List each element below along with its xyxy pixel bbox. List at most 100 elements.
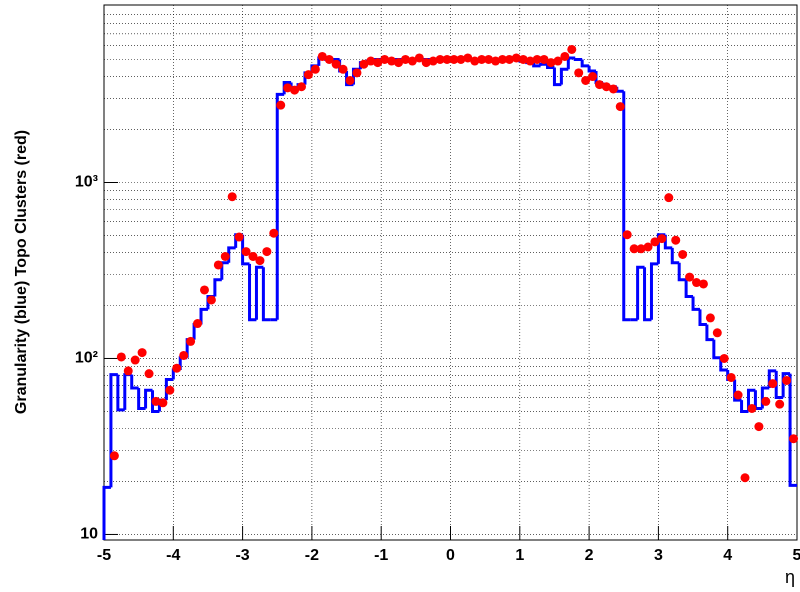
data-point — [186, 336, 196, 346]
data-point — [324, 54, 334, 64]
data-point — [310, 64, 320, 74]
histogram-bin — [733, 379, 742, 402]
data-point — [491, 56, 501, 66]
x-tick-label: 4 — [723, 547, 732, 564]
histogram-bin — [275, 92, 285, 320]
histogram-bin — [622, 91, 631, 322]
data-point — [283, 83, 293, 93]
data-point — [248, 251, 258, 261]
data-point — [511, 53, 521, 63]
histogram-bin — [649, 262, 659, 320]
data-point — [331, 59, 341, 69]
data-point — [615, 102, 625, 112]
x-tick-label: -1 — [374, 547, 388, 564]
histogram-bin — [130, 374, 139, 390]
data-point — [400, 54, 410, 64]
data-point — [775, 399, 785, 409]
data-point — [678, 249, 688, 259]
histogram-bin — [109, 373, 118, 488]
histogram-bin — [261, 267, 271, 322]
data-point — [255, 256, 265, 266]
data-point — [199, 285, 209, 295]
data-point — [622, 230, 632, 240]
histogram-bin — [677, 262, 687, 282]
data-point — [733, 390, 743, 400]
data-point — [726, 372, 736, 382]
data-point — [234, 232, 244, 242]
histogram-bin — [705, 324, 714, 342]
data-point — [151, 396, 161, 406]
plot-frame — [103, 4, 798, 541]
x-tick-label: 3 — [654, 547, 663, 564]
data-point — [387, 56, 397, 66]
histogram-bin — [781, 372, 791, 398]
data-point — [594, 80, 604, 90]
data-point — [789, 434, 799, 444]
data-point — [269, 228, 279, 238]
data-point — [123, 366, 133, 376]
data-point — [262, 247, 272, 257]
x-tick-label: 2 — [585, 547, 594, 564]
data-point — [698, 279, 708, 289]
data-point — [477, 54, 487, 64]
data-point — [525, 56, 535, 66]
data-point — [497, 54, 507, 64]
x-tick-label: 5 — [793, 547, 800, 564]
histogram-bin — [137, 387, 146, 410]
data-point — [484, 54, 494, 64]
histogram-bin — [587, 65, 597, 73]
data-point — [761, 396, 771, 406]
data-point — [193, 319, 203, 329]
data-point — [373, 58, 383, 68]
histogram-bin — [774, 370, 784, 400]
histogram-bin — [746, 388, 756, 412]
histogram-bin — [691, 296, 700, 311]
data-point — [428, 56, 438, 66]
data-point — [671, 235, 681, 245]
data-point — [692, 278, 702, 288]
data-point — [740, 473, 750, 483]
data-point — [747, 403, 757, 413]
data-point — [608, 84, 618, 94]
data-point — [643, 242, 653, 252]
y-tick-label: 10³ — [75, 174, 98, 191]
histogram-bin — [670, 247, 680, 265]
data-point — [782, 375, 792, 385]
data-point — [664, 193, 674, 203]
data-point — [574, 68, 584, 78]
histogram-bin — [116, 374, 125, 412]
data-point — [719, 353, 729, 363]
histogram-bin — [151, 390, 160, 413]
y-axis-label: Granularity (blue) Topo Clusters (red) — [13, 130, 30, 414]
histogram-bin — [559, 67, 569, 85]
data-point — [546, 58, 556, 68]
data-point — [421, 58, 431, 68]
x-axis-label: η — [785, 567, 795, 587]
data-point — [137, 348, 147, 358]
data-point — [470, 56, 480, 66]
data-point — [276, 100, 286, 110]
data-point — [712, 328, 722, 338]
data-point — [172, 363, 182, 373]
data-point — [213, 260, 223, 270]
histogram-bin — [788, 373, 797, 487]
histogram-bin — [199, 307, 208, 325]
x-tick-label: 1 — [515, 547, 524, 564]
histogram-bin — [248, 263, 257, 322]
data-point — [456, 54, 466, 64]
data-point — [165, 385, 175, 395]
data-point — [435, 54, 445, 64]
data-point — [317, 51, 327, 61]
data-point — [567, 44, 577, 54]
data-point — [754, 422, 764, 432]
data-point — [290, 85, 300, 95]
histogram-bin — [573, 57, 583, 61]
data-point — [601, 82, 611, 92]
histogram-bin — [684, 279, 694, 298]
x-tick-label: -4 — [166, 547, 180, 564]
data-point — [407, 56, 417, 66]
data-point — [532, 54, 542, 64]
data-point — [158, 398, 168, 408]
data-point — [380, 54, 390, 64]
data-point — [553, 56, 563, 66]
